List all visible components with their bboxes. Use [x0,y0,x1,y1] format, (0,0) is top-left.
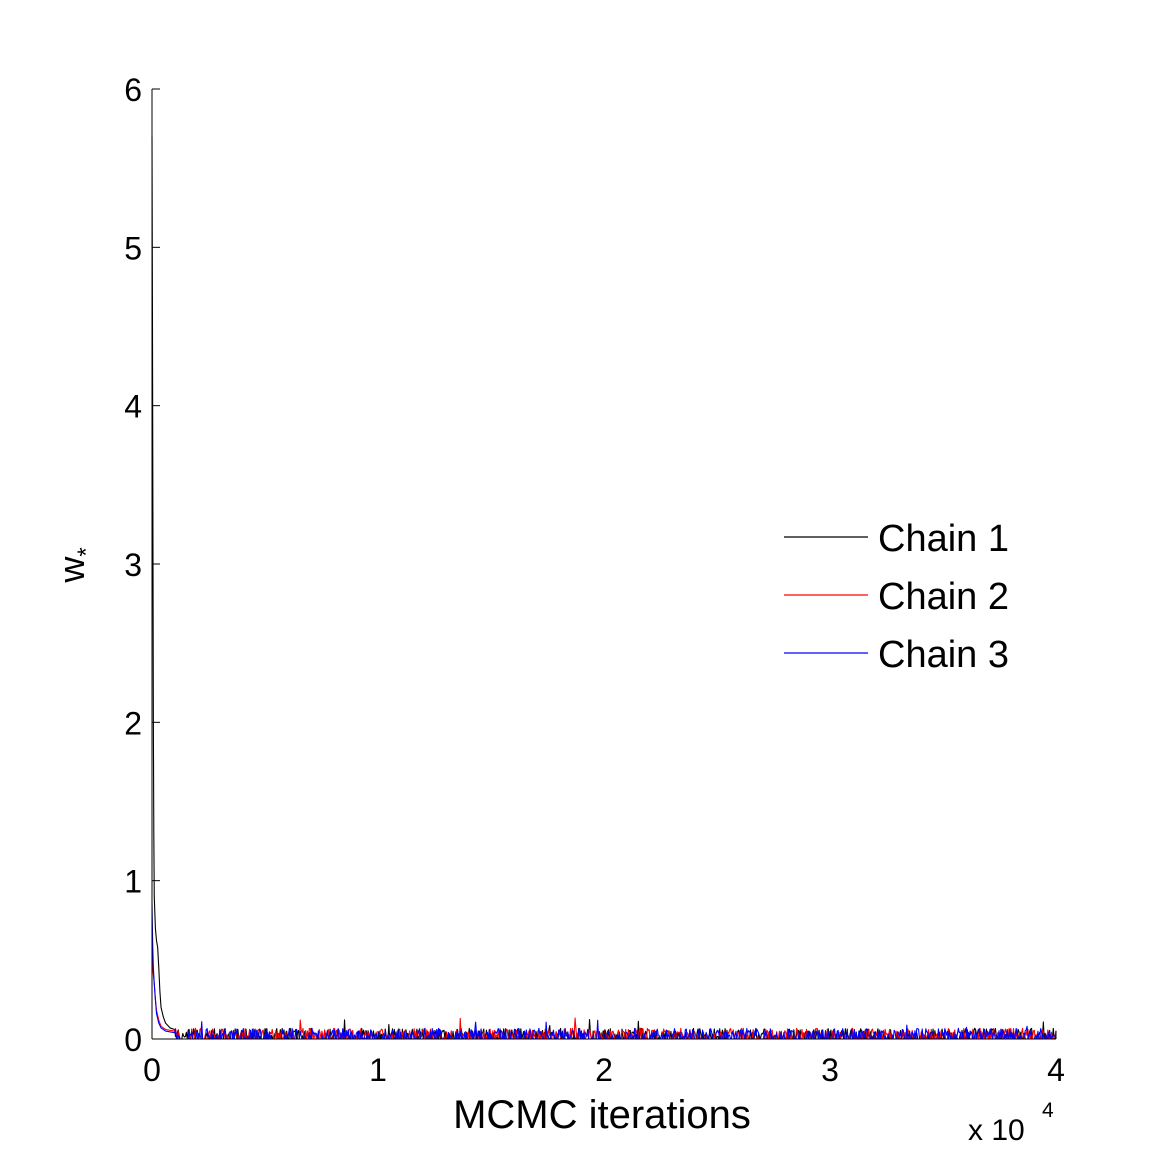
svg-text:w*: w* [51,547,100,583]
x-tick-label: 4 [1047,1052,1065,1088]
y-axis-label-subscript: * [73,547,100,556]
y-tick-label: 3 [124,547,142,583]
tick-labels: 0 1 2 3 4 5 6 0 1 2 3 4 [124,72,1065,1088]
y-tick-label: 2 [124,705,142,741]
x-tick-label: 2 [595,1052,613,1088]
series-line-chain-2 [151,951,1057,1040]
y-axis-label: w* [51,547,100,583]
x-multiplier-text: x 10 [968,1114,1025,1147]
legend-label: Chain 2 [878,576,1009,618]
y-tick-label: 1 [124,864,142,900]
axes [151,88,1057,1040]
legend-label: Chain 3 [878,634,1009,676]
legend: Chain 1 Chain 2 Chain 3 [784,518,1009,676]
series-line-chain-3 [151,902,1057,1040]
legend-label: Chain 1 [878,518,1009,560]
x-tick-label: 1 [369,1052,387,1088]
y-tick-label: 6 [124,72,142,108]
x-tick-label: 0 [143,1052,161,1088]
x-axis-multiplier: x 10 4 [968,1099,1054,1147]
x-multiplier-exponent: 4 [1042,1099,1054,1122]
x-tick-label: 3 [821,1052,839,1088]
y-tick-label: 5 [124,230,142,266]
x-axis-label: MCMC iterations [453,1093,751,1137]
y-tick-label: 0 [124,1022,142,1058]
y-tick-label: 4 [124,389,142,425]
y-axis-label-main: w [51,556,92,584]
